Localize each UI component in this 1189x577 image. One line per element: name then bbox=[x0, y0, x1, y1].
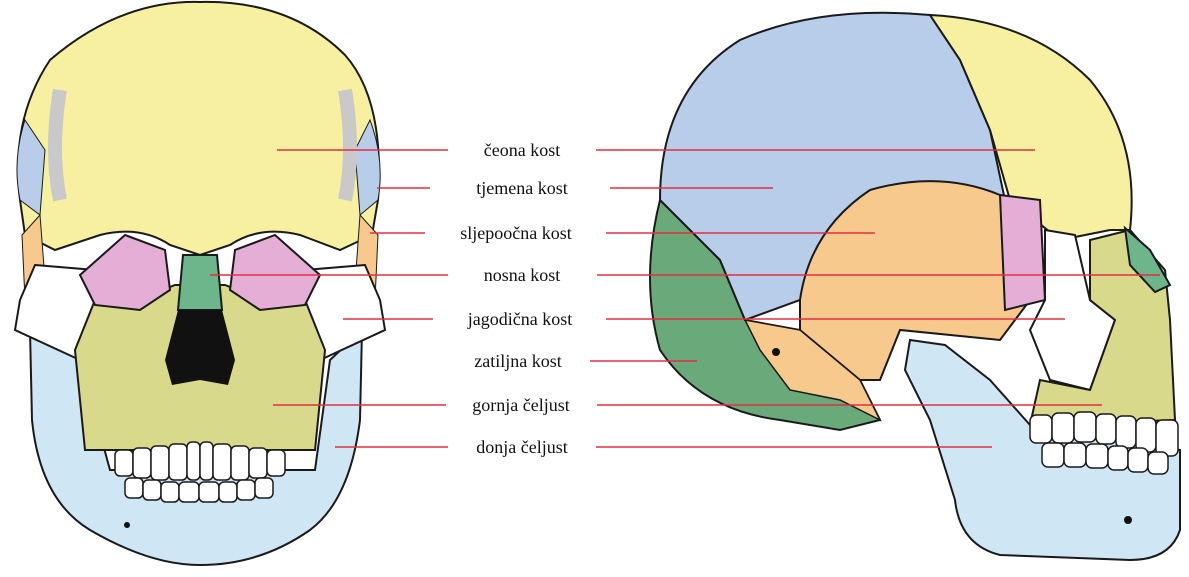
front-nasal-cavity bbox=[165, 310, 235, 385]
label-zygomatic: jagodična kost bbox=[467, 309, 573, 329]
label-frontal: čeona kost bbox=[483, 140, 561, 160]
front-cranium-shade-right bbox=[338, 88, 357, 202]
front-orbit-left bbox=[78, 233, 172, 312]
front-mandible bbox=[28, 327, 364, 567]
front-teeth bbox=[114, 441, 286, 503]
side-mastoid bbox=[743, 318, 882, 422]
side-sphenoid-bone bbox=[998, 193, 1047, 312]
front-orbit-right bbox=[228, 233, 322, 312]
side-skull bbox=[649, 11, 1181, 562]
label-parietal: tjemena kost bbox=[476, 178, 568, 198]
front-skull bbox=[13, 0, 387, 567]
front-mental-foramen bbox=[124, 522, 130, 528]
label-temporal: sljepoočna kost bbox=[460, 223, 572, 243]
side-teeth bbox=[1029, 411, 1179, 475]
side-nasal-bone bbox=[1123, 225, 1172, 294]
front-nasal-bone bbox=[176, 254, 224, 311]
front-parietal-left bbox=[16, 118, 46, 216]
label-nasal: nosna kost bbox=[483, 265, 561, 285]
label-occipital: zatiljna kost bbox=[474, 351, 562, 371]
leader-lines bbox=[210, 149, 1160, 448]
front-cranium-shade-left bbox=[48, 88, 67, 202]
front-frontal-bone bbox=[17, 0, 381, 257]
label-maxilla: gornja čeljust bbox=[472, 395, 570, 415]
side-ear-canal bbox=[772, 348, 780, 356]
side-mental-foramen bbox=[1124, 516, 1132, 524]
label-mandible: donja čeljust bbox=[476, 437, 568, 457]
